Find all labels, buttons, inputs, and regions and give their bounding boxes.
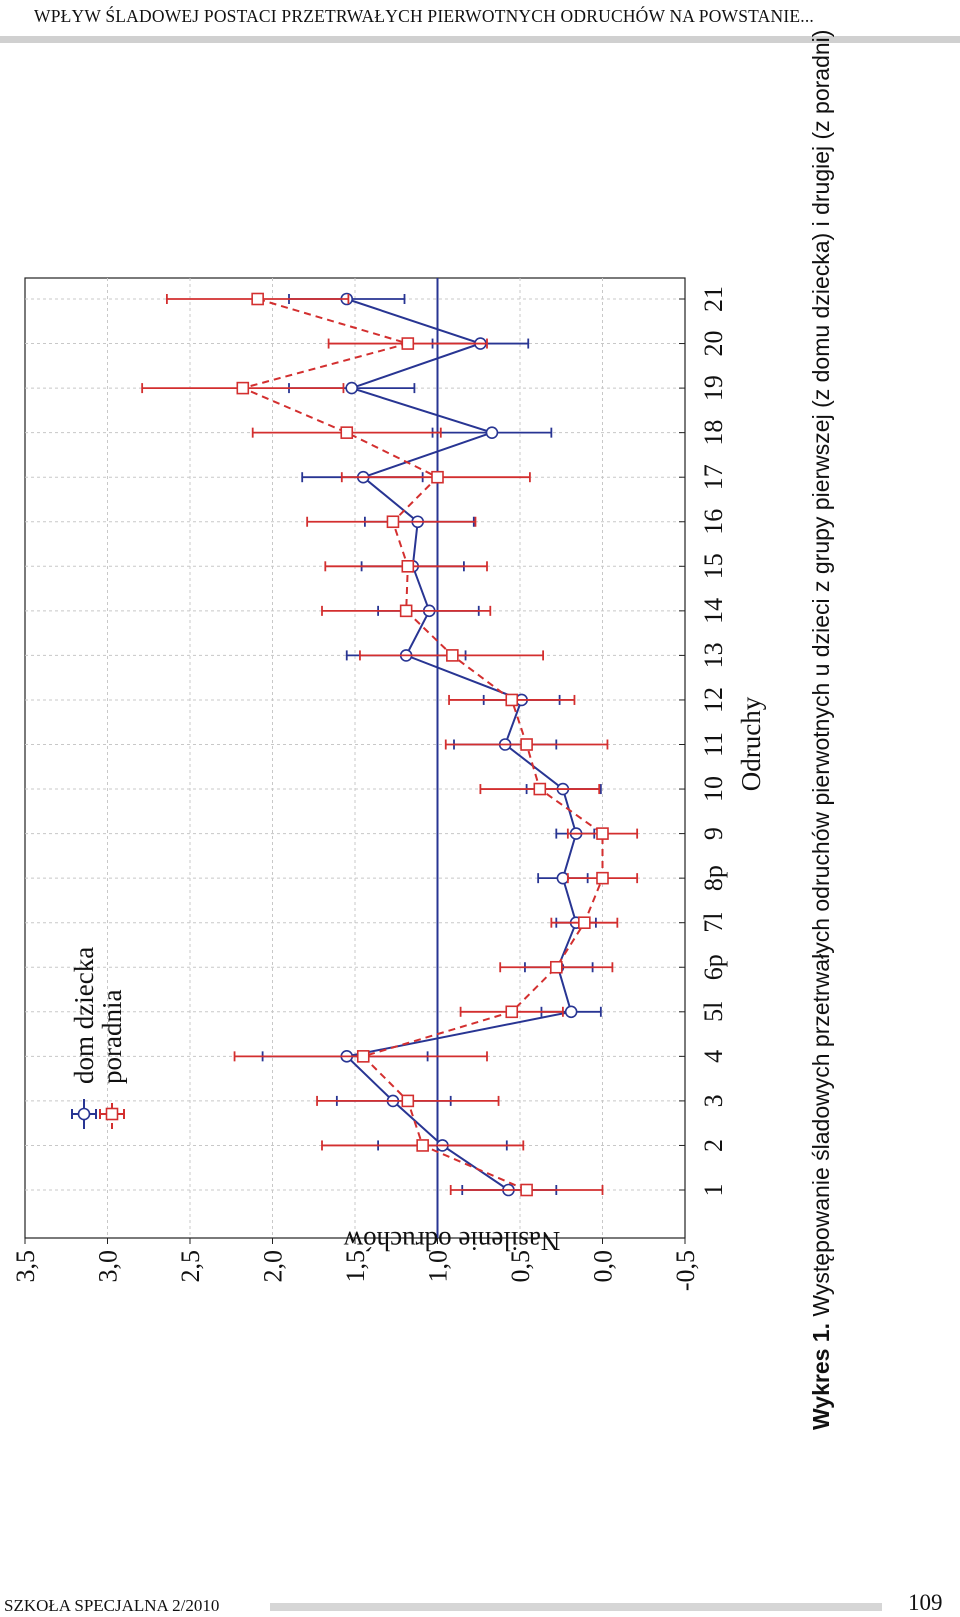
caption-text: Występowanie śladowych przetrwałych odru… [808, 29, 834, 1317]
point-poradnia-1 [520, 1183, 533, 1197]
point-poradnia-21 [251, 292, 264, 306]
x-tick-label-1: 1 [699, 1184, 728, 1197]
point-poradnia-6p [549, 960, 563, 974]
y-tick-label-6: 2,5 [176, 1250, 205, 1283]
x-tick-label-2: 2 [699, 1139, 728, 1152]
point-poradnia-5l [505, 1005, 519, 1019]
x-tick-label-4: 4 [699, 1050, 728, 1063]
x-tick-label-17: 17 [699, 464, 728, 490]
x-tick-label-7l: 7l [699, 913, 728, 933]
x-tick-label-12: 12 [699, 687, 728, 713]
point-poradnia-20 [401, 337, 415, 350]
y-tick-label-8: 3,5 [11, 1250, 40, 1283]
y-axis-label: Nasilenie odruchów [343, 1226, 560, 1256]
x-tick-label-21: 21 [699, 286, 728, 312]
point-poradnia-17 [431, 470, 444, 484]
point-poradnia-19 [236, 381, 250, 395]
x-tick-label-19: 19 [699, 375, 728, 401]
x-tick-label-13: 13 [699, 642, 728, 668]
point-dom-dziecka-5l [564, 1005, 578, 1019]
legend-label-dom-dziecka: dom dziecka [69, 947, 99, 1084]
x-tick-label-15: 15 [699, 553, 728, 579]
y-tick-label-0: -0,5 [671, 1250, 700, 1291]
legend-marker-poradnia [105, 1107, 119, 1121]
y-tick-label-1: 0,0 [589, 1250, 618, 1283]
running-header: WPŁYW ŚLADOWEJ POSTACI PRZETRWAŁYCH PIER… [34, 6, 814, 26]
legend-label-poradnia: poradnia [97, 990, 127, 1084]
x-tick-label-18: 18 [699, 420, 728, 446]
point-poradnia-16 [386, 515, 400, 529]
point-dom-dziecka-8p [556, 871, 570, 885]
header-rule [0, 36, 960, 43]
x-tick-label-8p: 8p [699, 865, 728, 891]
series-poradnia [141, 292, 639, 1197]
point-dom-dziecka-18 [485, 426, 499, 439]
legend-marker-dom-dziecka [77, 1107, 91, 1121]
line-chart: -0,50,00,51,01,52,02,53,03,5 12345l6p7l8… [11, 277, 766, 1291]
point-poradnia-15 [401, 559, 415, 573]
x-tick-label-11: 11 [699, 732, 728, 757]
y-tick-label-7: 3,0 [94, 1250, 123, 1283]
y-tick-label-5: 2,0 [259, 1250, 288, 1283]
point-poradnia-14 [399, 604, 413, 618]
y-tick-label-2: 0,5 [506, 1250, 535, 1283]
point-poradnia-12 [505, 693, 519, 707]
series-group [141, 292, 639, 1197]
x-tick-label-14: 14 [699, 598, 728, 624]
footer-rule [270, 1603, 882, 1611]
figure-caption: Wykres 1. Występowanie śladowych przetrw… [806, 0, 836, 1430]
footer-journal: SZKOŁA SPECJALNA 2/2010 [4, 1596, 220, 1615]
point-poradnia-2 [416, 1139, 429, 1152]
point-poradnia-8p [596, 871, 609, 885]
x-tick-label-9: 9 [699, 827, 728, 840]
x-tick-label-5l: 5l [699, 1002, 728, 1022]
point-poradnia-13 [446, 649, 459, 662]
x-axis-label: Odruchy [736, 696, 766, 791]
x-tick-label-20: 20 [699, 331, 728, 357]
y-tick-label-4: 1,5 [341, 1250, 370, 1283]
y-tick-label-3: 1,0 [424, 1250, 453, 1283]
point-poradnia-11 [520, 738, 533, 751]
point-dom-dziecka-19 [345, 381, 359, 395]
point-poradnia-3 [401, 1094, 415, 1108]
point-poradnia-7l [578, 916, 591, 930]
page-number: 109 [908, 1590, 943, 1615]
y-axis-ticks: -0,5 0,0 0,5 1,0 1,5 2,0 2,5 3,0 3,5 [11, 1238, 700, 1291]
point-poradnia-9 [596, 827, 609, 840]
x-tick-label-6p: 6p [699, 954, 728, 980]
x-tick-label-3: 3 [699, 1094, 728, 1107]
x-tick-label-16: 16 [699, 509, 728, 535]
point-poradnia-10 [533, 782, 547, 796]
point-poradnia-18 [340, 426, 354, 439]
caption-label: Wykres 1. [808, 1323, 834, 1430]
legend: dom dziecka poradnia [69, 947, 127, 1129]
x-tick-label-10: 10 [699, 776, 728, 802]
point-poradnia-4 [356, 1050, 370, 1063]
